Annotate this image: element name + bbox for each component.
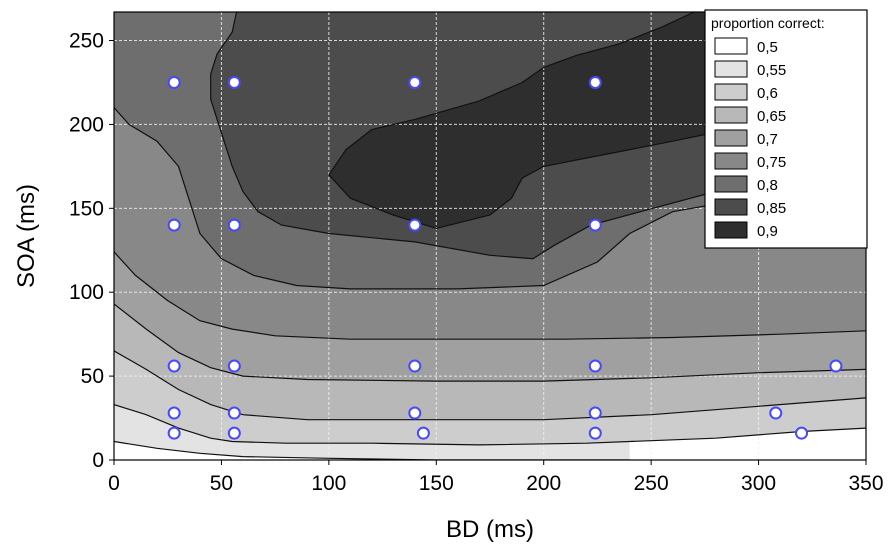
legend-swatch (714, 175, 748, 193)
legend-label: 0,7 (757, 131, 778, 148)
data-point (408, 359, 422, 373)
plot-area (114, 12, 866, 460)
legend-swatch (714, 106, 748, 124)
data-point (167, 75, 181, 89)
data-point (227, 406, 241, 420)
y-tick-label: 150 (69, 197, 104, 220)
x-tick-label: 0 (108, 472, 120, 495)
x-tick-label: 300 (741, 472, 776, 495)
legend-label: 0,9 (757, 223, 778, 240)
x-tick-label: 150 (419, 472, 454, 495)
contour-lines (114, 12, 866, 460)
data-point (588, 406, 602, 420)
x-tick-label: 250 (634, 472, 669, 495)
contour-line-0-8 (114, 107, 866, 290)
y-tick-label: 200 (69, 113, 104, 136)
data-point (227, 218, 241, 232)
data-point (588, 218, 602, 232)
contour-line-0-55 (114, 440, 630, 460)
data-point (227, 75, 241, 89)
data-point (408, 406, 422, 420)
x-tick-label: 350 (848, 472, 883, 495)
data-point (167, 426, 181, 440)
legend-label: 0,8 (757, 177, 778, 194)
legend-label: 0,65 (757, 108, 786, 125)
data-point (167, 406, 181, 420)
data-point (167, 218, 181, 232)
y-tick-label: 50 (81, 365, 104, 388)
legend-swatch (714, 37, 748, 55)
data-point (167, 359, 181, 373)
legend-label: 0,6 (757, 85, 778, 102)
data-points (167, 75, 843, 440)
legend-swatch (714, 198, 748, 216)
legend: proportion correct: 0,5 0,55 0,6 0,65 0,7 0,75… (704, 9, 868, 249)
x-tick-label: 200 (526, 472, 561, 495)
contour-line-0-85 (210, 12, 866, 260)
x-tick-label: 50 (210, 472, 233, 495)
contour-line-0-65 (114, 350, 866, 421)
data-point (588, 426, 602, 440)
contour-line-0-9 (328, 12, 695, 176)
legend-swatch (714, 221, 748, 239)
legend-label: 0,85 (757, 200, 786, 217)
legend-title: proportion correct: (711, 15, 825, 31)
data-point (408, 75, 422, 89)
data-point (416, 426, 430, 440)
y-tick-label: 0 (92, 449, 104, 472)
data-point (588, 359, 602, 373)
data-point (769, 406, 783, 420)
legend-label: 0,5 (757, 39, 778, 56)
contour-line-0-9-lower (328, 133, 706, 230)
x-tick-label: 100 (311, 472, 346, 495)
y-tick-label: 250 (69, 30, 104, 53)
legend-label: 0,55 (757, 62, 786, 79)
legend-label: 0,75 (757, 154, 786, 171)
y-axis-label: SOA (ms) (13, 184, 40, 288)
contour-line-0-7 (114, 303, 866, 382)
data-point (795, 426, 809, 440)
contour-line-0-75 (114, 251, 866, 340)
legend-swatch (714, 60, 748, 78)
contour-line-0-6 (114, 404, 866, 446)
data-point (408, 218, 422, 232)
y-tick-label: 100 (69, 281, 104, 304)
legend-swatch (714, 129, 748, 147)
legend-swatch (714, 152, 748, 170)
data-point (227, 359, 241, 373)
legend-swatch (714, 83, 748, 101)
data-point (829, 359, 843, 373)
data-point (588, 75, 602, 89)
x-axis-label: BD (ms) (446, 516, 534, 543)
data-point (227, 426, 241, 440)
